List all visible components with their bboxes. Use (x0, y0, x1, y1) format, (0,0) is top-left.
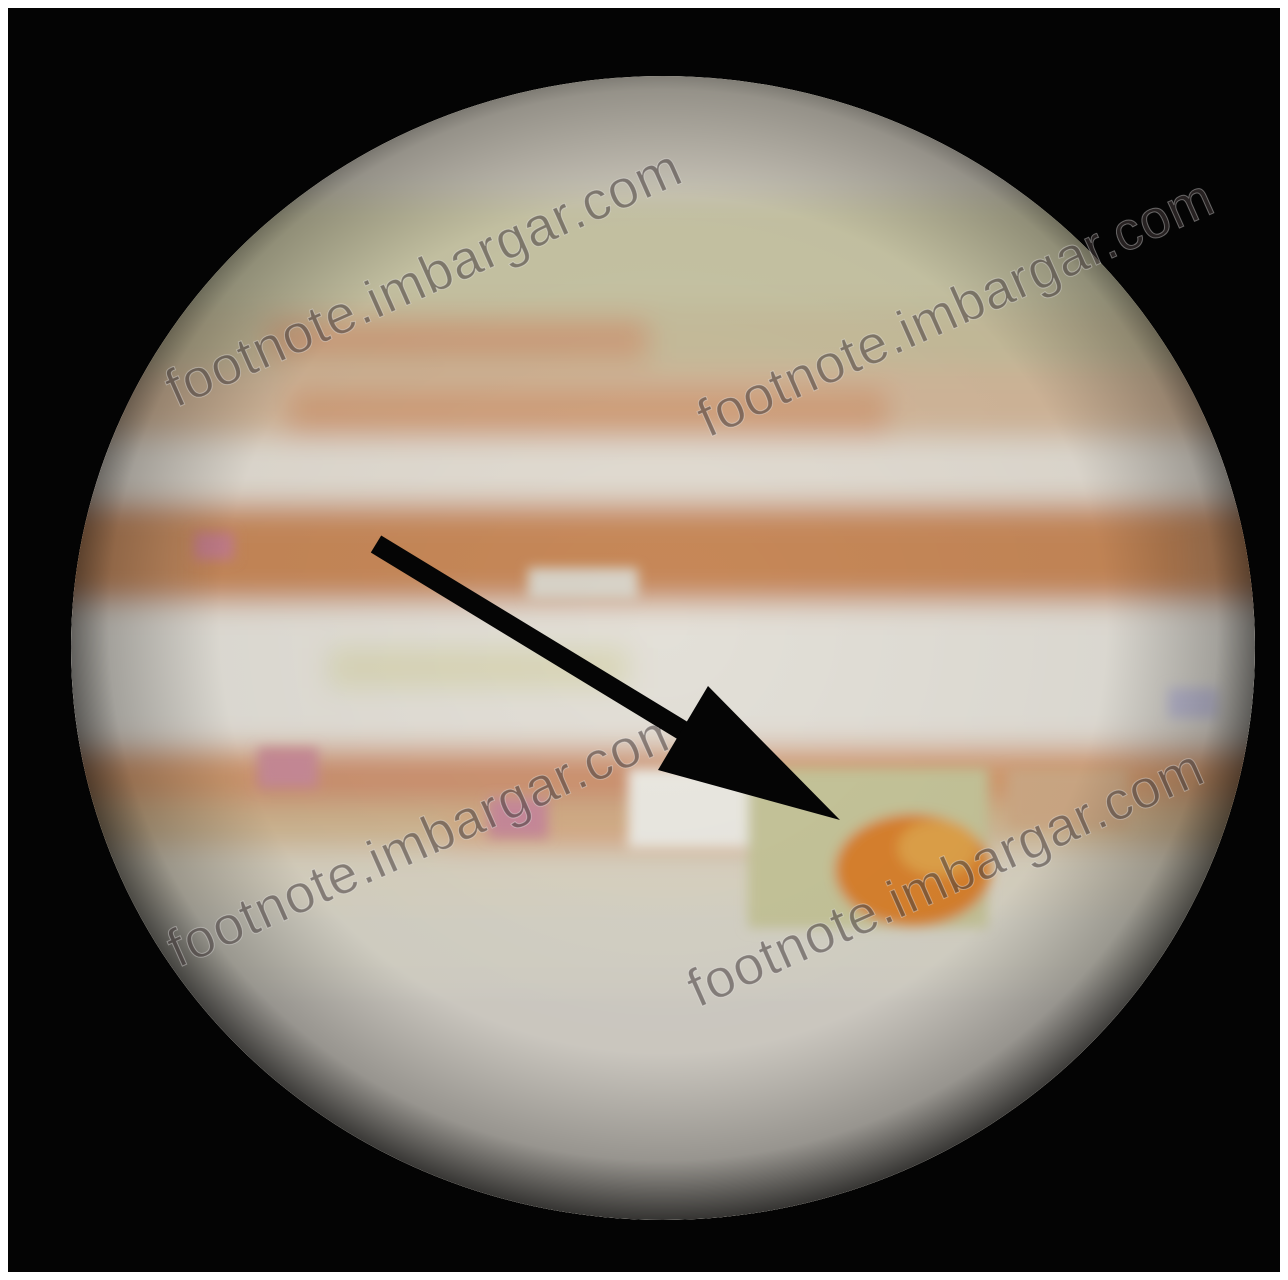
jupiter-photo: footnote.imbargar.com footnote.imbargar.… (71, 76, 1255, 1220)
pointer-arrow (370, 535, 840, 820)
arrow-head-icon (658, 686, 840, 820)
image-frame: footnote.imbargar.com footnote.imbargar.… (8, 8, 1280, 1272)
arrow-shaft (370, 535, 714, 755)
